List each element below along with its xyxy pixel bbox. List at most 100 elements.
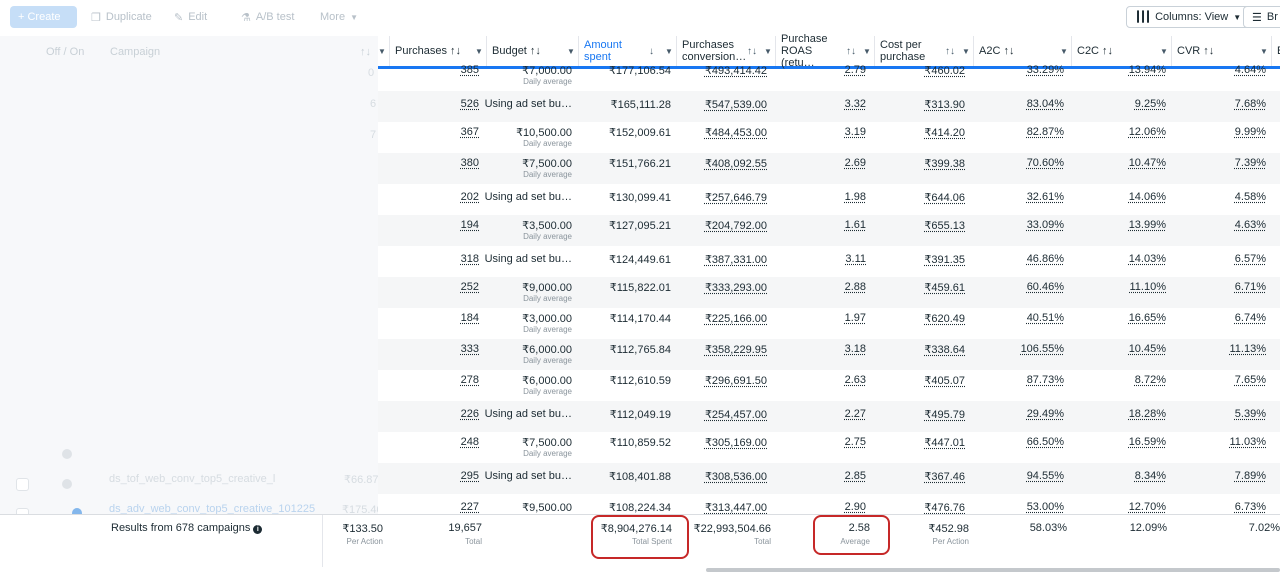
sort-desc-icon[interactable]: ↓: [649, 45, 654, 57]
cell-purchases-conversion-value[interactable]: ₹313,447.00: [704, 502, 767, 514]
cell-cost-per-purchase[interactable]: ₹447.01: [924, 437, 965, 449]
cell-cvr[interactable]: 4.63%: [1234, 219, 1266, 231]
cell-purchase-roas[interactable]: 1.97: [844, 312, 866, 324]
column-header-budget[interactable]: Budget ↑↓ ▼: [487, 36, 579, 66]
cell-purchases-conversion-value[interactable]: ₹254,457.00: [704, 409, 767, 421]
cell-cost-per-purchase[interactable]: ₹644.06: [924, 192, 965, 204]
cell-cvr[interactable]: 7.68%: [1234, 98, 1266, 110]
cell-cvr[interactable]: 7.39%: [1234, 157, 1266, 169]
cell-cost-per-purchase[interactable]: ₹495.79: [924, 409, 965, 421]
cell-purchases[interactable]: 380: [460, 157, 479, 169]
cell-purchase-roas[interactable]: 3.32: [844, 98, 866, 110]
row-checkbox[interactable]: [16, 478, 29, 491]
cell-purchases[interactable]: 526: [460, 98, 479, 110]
cell-a2c[interactable]: 29.49%: [1026, 408, 1064, 420]
cell-cvr[interactable]: 6.57%: [1234, 253, 1266, 265]
cell-a2c[interactable]: 33.09%: [1026, 219, 1064, 231]
cell-purchase-roas[interactable]: 2.85: [844, 470, 866, 482]
cell-a2c[interactable]: 40.51%: [1026, 312, 1064, 324]
create-button[interactable]: + Create: [10, 6, 77, 28]
table-row[interactable]: 385 ₹7,000.00 ₹177,106.54 ₹493,414.42 2.79 ₹4…: [378, 64, 1280, 91]
cell-purchases[interactable]: 227: [460, 501, 479, 513]
cell-c2c[interactable]: 16.59%: [1128, 436, 1166, 448]
cell-purchase-roas[interactable]: 2.63: [844, 374, 866, 386]
cell-purchases-conversion-value[interactable]: ₹296,691.50: [704, 375, 767, 387]
cell-cvr[interactable]: 11.13%: [1229, 343, 1267, 355]
cell-purchases[interactable]: 367: [460, 126, 479, 138]
cell-purchase-roas[interactable]: 2.69: [844, 157, 866, 169]
table-row[interactable]: 194 ₹3,500.00 ₹127,095.21 ₹204,792.00 1.61 ₹6…: [378, 215, 1280, 246]
cell-purchases-conversion-value[interactable]: ₹547,539.00: [704, 99, 767, 111]
column-header-cvr[interactable]: CVR ↑↓ ▼: [1172, 36, 1272, 66]
cell-purchases[interactable]: 202: [460, 191, 479, 203]
table-row[interactable]: 227 ₹9,500.00 ₹108,224.34 ₹313,447.00 2.90 ₹4…: [378, 494, 1280, 516]
cell-c2c[interactable]: 8.34%: [1134, 470, 1166, 482]
cell-a2c[interactable]: 83.04%: [1026, 98, 1064, 110]
cell-c2c[interactable]: 16.65%: [1128, 312, 1166, 324]
column-header-amount-spent[interactable]: Amount spent ↓ ▼: [579, 36, 677, 66]
table-row[interactable]: 184 ₹3,000.00 ₹114,170.44 ₹225,166.00 1.97 ₹6…: [378, 308, 1280, 339]
cell-purchases-conversion-value[interactable]: ₹408,092.55: [704, 158, 767, 170]
campaign-name[interactable]: ds_adv_web_conv_top5_creative_101225: [109, 503, 316, 514]
cell-purchases[interactable]: 252: [460, 281, 479, 293]
cell-a2c[interactable]: 70.60%: [1026, 157, 1064, 169]
duplicate-button[interactable]: ❐ Duplicate: [91, 11, 152, 24]
cell-purchases[interactable]: 226: [460, 408, 479, 420]
cell-c2c[interactable]: 12.70%: [1128, 501, 1166, 513]
cell-a2c[interactable]: 66.50%: [1026, 436, 1064, 448]
cell-cvr[interactable]: 6.73%: [1234, 501, 1266, 513]
info-icon[interactable]: i: [253, 525, 263, 534]
cell-cost-per-purchase[interactable]: ₹399.38: [924, 158, 965, 170]
cell-c2c[interactable]: 9.25%: [1134, 98, 1166, 110]
cell-a2c[interactable]: 32.61%: [1026, 191, 1064, 203]
cell-c2c[interactable]: 10.45%: [1128, 343, 1166, 355]
cell-purchases[interactable]: 295: [460, 470, 479, 482]
cell-cvr[interactable]: 4.58%: [1234, 191, 1266, 203]
ab-test-button[interactable]: ⚗ A/B test: [241, 11, 295, 24]
cell-cost-per-purchase[interactable]: ₹460.02: [924, 65, 965, 77]
cell-purchase-roas[interactable]: 2.79: [844, 64, 866, 76]
cell-cvr[interactable]: 11.03%: [1229, 436, 1267, 448]
cell-a2c[interactable]: 94.55%: [1026, 470, 1064, 482]
edit-button[interactable]: ✎ Edit: [174, 11, 208, 24]
column-header-cost-per-purchase[interactable]: Cost per purchase ↑↓ ▼: [875, 36, 974, 66]
cell-cvr[interactable]: 9.99%: [1234, 126, 1266, 138]
cell-cvr[interactable]: 6.74%: [1234, 312, 1266, 324]
cell-c2c[interactable]: 8.72%: [1134, 374, 1166, 386]
cell-cvr[interactable]: 4.64%: [1234, 64, 1266, 76]
cell-purchase-roas[interactable]: 2.27: [844, 408, 866, 420]
cell-cost-per-purchase[interactable]: ₹338.64: [924, 344, 965, 356]
cell-cost-per-purchase[interactable]: ₹620.49: [924, 313, 965, 325]
cell-purchases-conversion-value[interactable]: ₹257,646.79: [704, 192, 767, 204]
toggle[interactable]: [62, 479, 72, 489]
row-checkbox[interactable]: [16, 508, 29, 514]
cell-a2c[interactable]: 60.46%: [1026, 281, 1064, 293]
chevron-down-icon[interactable]: ▼: [863, 46, 871, 56]
cell-purchase-roas[interactable]: 3.11: [845, 253, 866, 265]
cell-c2c[interactable]: 12.06%: [1128, 126, 1166, 138]
cell-cost-per-purchase[interactable]: ₹655.13: [924, 220, 965, 232]
cell-cost-per-purchase[interactable]: ₹459.61: [924, 282, 965, 294]
cell-c2c[interactable]: 13.99%: [1128, 219, 1166, 231]
table-row[interactable]: 278 ₹6,000.00 ₹112,610.59 ₹296,691.50 2.63 ₹4…: [378, 370, 1280, 401]
chevron-down-icon[interactable]: ▼: [567, 46, 575, 56]
cell-purchase-roas[interactable]: 2.75: [844, 436, 866, 448]
column-header-c2c[interactable]: C2C ↑↓ ▼: [1072, 36, 1172, 66]
cell-purchases[interactable]: 194: [460, 219, 479, 231]
chevron-down-icon[interactable]: ▼: [1060, 46, 1068, 56]
cell-purchases[interactable]: 248: [460, 436, 479, 448]
cell-purchases-conversion-value[interactable]: ₹493,414.42: [704, 65, 767, 77]
cell-purchases-conversion-value[interactable]: ₹308,536.00: [704, 471, 767, 483]
column-header-purchase-roas[interactable]: Purchase ROAS (retu… ↑↓ ▼: [776, 33, 875, 69]
table-row[interactable]: 252 ₹9,000.00 ₹115,822.01 ₹333,293.00 2.88 ₹4…: [378, 277, 1280, 308]
cell-purchase-roas[interactable]: 3.19: [844, 126, 866, 138]
cell-cvr[interactable]: 6.71%: [1234, 281, 1266, 293]
cell-purchases-conversion-value[interactable]: ₹387,331.00: [704, 254, 767, 266]
cell-purchases[interactable]: 333: [460, 343, 479, 355]
cell-c2c[interactable]: 10.47%: [1128, 157, 1166, 169]
cell-a2c[interactable]: 82.87%: [1026, 126, 1064, 138]
table-row[interactable]: 226 Using ad set bu… ₹112,049.19 ₹254,457.0…: [378, 401, 1280, 432]
cell-c2c[interactable]: 18.28%: [1128, 408, 1166, 420]
cell-cost-per-purchase[interactable]: ₹391.35: [924, 254, 965, 266]
table-row[interactable]: 367 ₹10,500.00 ₹152,009.61 ₹484,453.00 3.19 ₹…: [378, 122, 1280, 153]
